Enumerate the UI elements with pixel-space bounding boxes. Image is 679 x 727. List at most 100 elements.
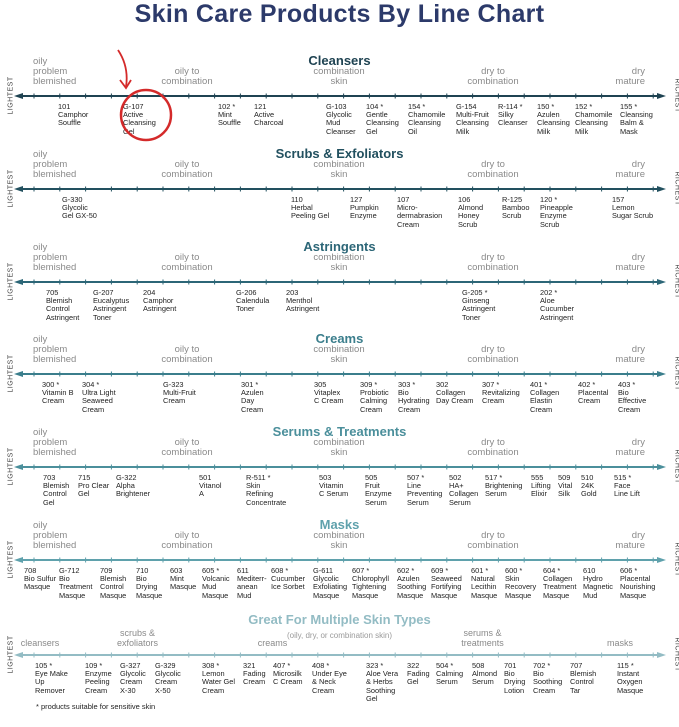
lightest-label: LIGHTEST bbox=[7, 262, 15, 301]
product-item: G-103 Glycolic Mud Cleanser bbox=[326, 102, 356, 136]
product-item: 106 Almond Honey Scrub bbox=[458, 195, 484, 229]
product-item: 157 Lemon Sugar Scrub bbox=[612, 195, 654, 221]
product-item: 309 * Probiotic Calming Cream bbox=[360, 380, 389, 414]
product-item: 408 * Under Eye & Neck Cream bbox=[312, 661, 347, 695]
product-item: 300 * Vitamin B Cream bbox=[42, 380, 74, 406]
product-item: 707 Blemish Control Tar bbox=[570, 661, 597, 695]
axis-line bbox=[14, 464, 666, 470]
axis-line bbox=[14, 557, 666, 563]
skin-type-label: oily to combination bbox=[161, 437, 213, 458]
product-item: 702 * Bio Soothing Cream bbox=[533, 661, 563, 695]
product-item: 203 Menthol Astringent bbox=[286, 288, 320, 314]
skin-type-label: oily problem blemished bbox=[33, 148, 77, 180]
richest-label: RICHEST bbox=[673, 171, 679, 206]
product-item: 705 Blemish Control Astringent bbox=[46, 288, 80, 322]
section-title: Astringents bbox=[303, 239, 376, 254]
product-item: 308 * Lemon Water Gel Cream bbox=[202, 661, 235, 695]
skin-type-label: dry to combination bbox=[467, 159, 519, 180]
product-item: 101 Camphor Souffle bbox=[58, 102, 89, 128]
skin-type-label: oily problem blemished bbox=[33, 426, 77, 458]
product-item: 602 * Azulen Soothing Masque bbox=[397, 566, 427, 600]
product-item: 121 Active Charcoal bbox=[254, 102, 284, 128]
product-item: 708 Bio Sulfur Masque bbox=[24, 566, 57, 592]
product-item: 555 Lifting Elixir bbox=[531, 473, 551, 499]
product-item: G-205 * Ginseng Astringent Toner bbox=[462, 288, 496, 322]
category-label: cleansers bbox=[20, 638, 60, 648]
category-label: masks bbox=[606, 638, 633, 648]
product-item: 109 * Enzyme Peeling Cream bbox=[85, 661, 112, 695]
category-label: scrubs & exfoliators bbox=[116, 628, 159, 648]
lightest-label: LIGHTEST bbox=[7, 76, 15, 115]
lightest-label: LIGHTEST bbox=[7, 635, 15, 674]
product-item: 610 Hydro Magnetic Mud bbox=[583, 566, 613, 600]
product-item: 505 Fruit Enzyme Serum bbox=[365, 473, 392, 507]
product-item: 600 * Skin Recovery Masque bbox=[505, 566, 537, 600]
product-item: 150 * Azulen Cleansing Milk bbox=[537, 102, 570, 136]
richest-label: RICHEST bbox=[673, 449, 679, 484]
product-item: 304 * Ultra Light Seaweed Cream bbox=[82, 380, 116, 414]
product-item: 710 Bio Drying Masque bbox=[136, 566, 163, 600]
product-item: 303 * Bio Hydrating Cream bbox=[398, 380, 430, 414]
lightest-label: LIGHTEST bbox=[7, 169, 15, 208]
skin-type-label: dry to combination bbox=[467, 530, 519, 551]
product-item: 115 * Instant Oxygen Masque bbox=[617, 661, 644, 695]
skin-type-label: oily to combination bbox=[161, 66, 213, 87]
richest-label: RICHEST bbox=[673, 542, 679, 577]
lightest-label: LIGHTEST bbox=[7, 447, 15, 486]
page-title: Skin Care Products By Line Chart bbox=[134, 0, 545, 28]
product-item: 155 * Cleansing Balm & Mask bbox=[620, 102, 653, 136]
product-item: 510 24K Gold bbox=[581, 473, 597, 499]
product-item: 502 HA+ Collagen Serum bbox=[449, 473, 479, 507]
skin-type-label: oily to combination bbox=[161, 530, 213, 551]
product-item: 504 * Calming Serum bbox=[436, 661, 464, 687]
skin-type-label: combination skin bbox=[313, 159, 365, 180]
skin-type-label: dry mature bbox=[615, 66, 645, 87]
product-item: 322 Fading Gel bbox=[407, 661, 430, 687]
section-subtitle: (oily, dry, or combination skin) bbox=[286, 631, 393, 640]
product-item: 508 Almond Serum bbox=[472, 661, 498, 687]
product-item: 517 * Brightening Serum bbox=[485, 473, 523, 499]
skin-type-label: dry mature bbox=[615, 344, 645, 365]
skin-type-label: oily problem blemished bbox=[33, 333, 77, 365]
product-item: R-114 * Silky Cleanser bbox=[498, 102, 528, 128]
product-item: 709 Blemish Control Masque bbox=[100, 566, 127, 600]
product-item: G-322 Alpha Brightener bbox=[116, 473, 151, 499]
product-item: 301 * Azulen Day Cream bbox=[241, 380, 264, 414]
product-item: 154 * Chamomile Cleansing Oil bbox=[408, 102, 446, 136]
axis-line bbox=[14, 279, 666, 285]
product-item: 305 Vitaplex C Cream bbox=[314, 380, 344, 406]
product-item: 608 * Cucumber Ice Sorbet bbox=[271, 566, 306, 592]
richest-label: RICHEST bbox=[673, 264, 679, 299]
skin-type-label: oily problem blemished bbox=[33, 55, 77, 87]
product-item: 321 Fading Cream bbox=[243, 661, 266, 687]
product-item: R-125 Bamboo Scrub bbox=[502, 195, 530, 221]
product-item: 152 * Chamomile Cleansing Milk bbox=[575, 102, 613, 136]
section-title: Scrubs & Exfoliators bbox=[275, 146, 404, 161]
product-item: 110 Herbal Peeling Gel bbox=[291, 195, 330, 221]
category-label: serums & treatments bbox=[461, 628, 504, 648]
product-item: 403 * Bio Effective Cream bbox=[618, 380, 647, 414]
skin-type-label: combination skin bbox=[313, 437, 365, 458]
skin-type-label: combination skin bbox=[313, 530, 365, 551]
product-item: R-511 * Skin Refining Concentrate bbox=[246, 473, 287, 507]
lightest-label: LIGHTEST bbox=[7, 540, 15, 579]
skin-type-label: oily to combination bbox=[161, 159, 213, 180]
product-item: 715 Pro Clear Gel bbox=[78, 473, 110, 499]
product-item: G-330 Glycolic Gel GX-50 bbox=[62, 195, 97, 221]
product-item: 407 * Microsilk C Cream bbox=[273, 661, 303, 687]
product-item: G-107 Active Cleansing Gel bbox=[123, 102, 156, 136]
product-item: 323 * Aloe Vera & Herbs Soothing Gel bbox=[366, 661, 399, 703]
skin-type-label: dry to combination bbox=[467, 66, 519, 87]
product-item: 120 * Pineapple Enzyme Scrub bbox=[540, 195, 573, 229]
product-item: 402 * Placental Cream bbox=[578, 380, 609, 406]
product-item: G-206 Calendula Toner bbox=[236, 288, 270, 314]
product-item: 503 Vitamin C Serum bbox=[319, 473, 349, 499]
product-item: 202 * Aloe Cucumber Astringent bbox=[540, 288, 575, 322]
axis-line bbox=[14, 186, 666, 192]
richest-label: RICHEST bbox=[673, 356, 679, 391]
product-item: 611 Mediterr- anean Mud bbox=[237, 566, 267, 600]
product-item: 703 Blemish Control Gel bbox=[43, 473, 70, 507]
skin-type-label: combination skin bbox=[313, 252, 365, 273]
skin-type-label: dry mature bbox=[615, 159, 645, 180]
axis-line bbox=[14, 371, 666, 377]
